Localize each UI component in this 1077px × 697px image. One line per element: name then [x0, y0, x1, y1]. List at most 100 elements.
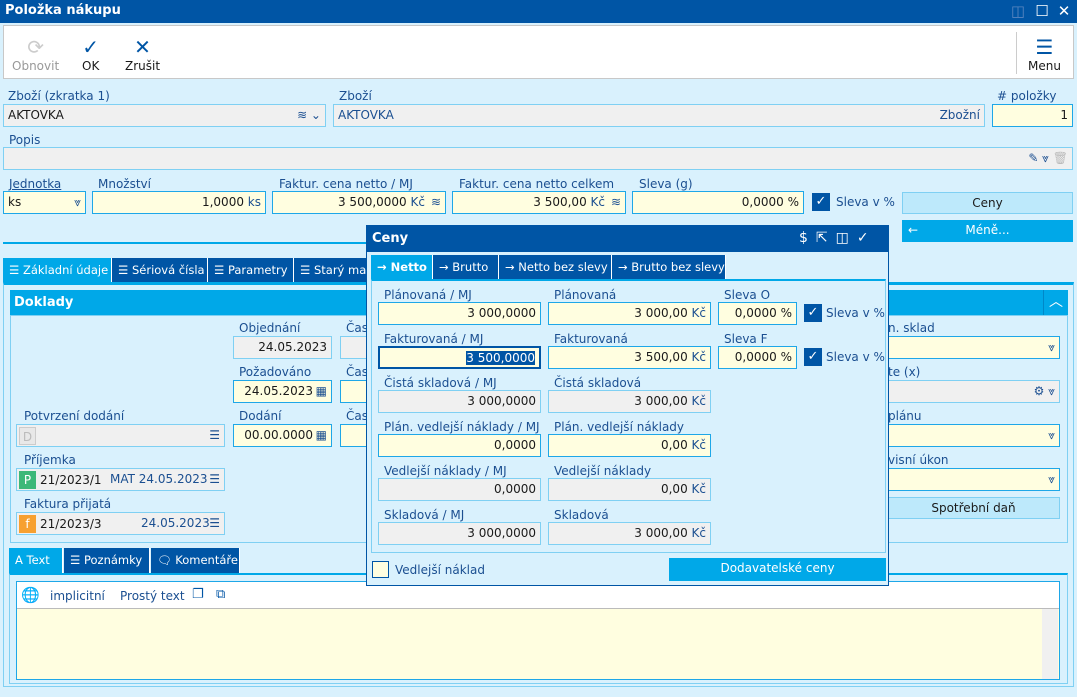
field-label: plánu — [888, 409, 922, 423]
price-total-input[interactable]: 0,00 Kč — [548, 434, 711, 457]
field-label: te (x) — [888, 365, 921, 379]
discount-pct-checkbox[interactable]: ✓ — [812, 193, 830, 211]
ok-button[interactable]: ✓ OK — [82, 35, 100, 73]
tab-notes[interactable]: ☰ Poznámky — [64, 548, 150, 573]
goods-label: Zboží — [339, 89, 372, 103]
list-icon[interactable]: ☰ — [209, 472, 220, 486]
price-per-unit-input[interactable]: 3 000,0000 — [378, 390, 541, 413]
discount-input[interactable]: 0,0000 % — [632, 191, 804, 214]
dock-icon[interactable]: ◫ — [835, 230, 857, 246]
currency-icon[interactable]: ≋ — [430, 195, 441, 209]
price-label: Fakturovaná / MJ — [384, 332, 484, 346]
field-input[interactable]: ⚙ ⩔ — [887, 380, 1060, 403]
edit-icon[interactable]: ✎ ⩔ 🗑 — [1028, 151, 1068, 165]
price-unit-input[interactable]: 3 500,0000 Kč ≋ — [272, 191, 446, 214]
tab-text[interactable]: A Text — [9, 548, 63, 573]
side-cost-checkbox[interactable] — [372, 561, 389, 578]
goods-short-input[interactable]: AKTOVKA ≋ ⌄ — [3, 104, 326, 127]
discount-pct-checkbox[interactable]: ✓ — [804, 304, 822, 322]
menu-button[interactable]: ☰ Menu — [1028, 35, 1061, 73]
currency-refresh-icon[interactable]: $ — [799, 230, 816, 246]
cancel-button[interactable]: ✕ Zrušit — [125, 35, 161, 73]
calendar-icon[interactable]: ▦ — [315, 384, 327, 398]
window-title: Položka nákupu — [0, 0, 1077, 23]
price-total-input[interactable]: 3 000,00 Kč — [548, 302, 711, 325]
calendar-icon[interactable]: ▦ — [315, 428, 327, 442]
tab-brutto[interactable]: → Brutto — [433, 255, 499, 279]
price-per-unit-input[interactable]: 3 500,0000 — [378, 346, 541, 369]
currency-icon[interactable]: ≋ — [610, 195, 621, 209]
price-total-input[interactable]: 0,00 Kč — [548, 478, 711, 501]
maximize-icon[interactable]: ☐ — [1035, 2, 1049, 20]
plan-input[interactable]: ⩔ — [887, 424, 1060, 447]
price-label: Plán. vedlejší náklady / MJ — [384, 420, 540, 434]
list-icon[interactable]: ☰ — [209, 516, 220, 530]
popout-icon[interactable]: ⇱ — [815, 230, 836, 246]
close-icon[interactable]: ✕ — [1057, 2, 1071, 20]
format-dropdown[interactable]: Prostý text — [120, 589, 185, 603]
required-input[interactable]: 24.05.2023 ▦ — [233, 380, 332, 403]
dropdown-icon[interactable]: ⩔ — [1048, 428, 1055, 442]
price-total-input[interactable]: 3 500,00 Kč — [548, 346, 711, 369]
tab-parameters[interactable]: ☰ Parametry — [208, 258, 294, 282]
receipt-label: Příjemka — [24, 453, 76, 467]
restore-icon[interactable]: ◫ — [1010, 2, 1026, 20]
discount-pct-checkbox[interactable]: ✓ — [804, 348, 822, 366]
tab-netto-no-discount[interactable]: → Netto bez slevy — [499, 255, 612, 279]
font-icon: A — [15, 553, 23, 567]
tab-brutto-no-discount[interactable]: → Brutto bez slevy — [612, 255, 726, 279]
ordered-input[interactable]: 24.05.2023 — [233, 336, 332, 359]
dropdown-icon[interactable]: ⩔ — [74, 195, 81, 209]
copy-icon[interactable]: ❐ — [192, 587, 204, 602]
tab-serial[interactable]: ☰ Sériová čísla — [112, 258, 208, 282]
list-icon[interactable]: ☰ — [209, 428, 220, 442]
language-dropdown[interactable]: implicitní — [50, 589, 105, 603]
tab-basic[interactable]: ☰ Základní údaje — [3, 258, 112, 282]
dropdown-icon[interactable]: ⩔ — [1048, 340, 1055, 354]
discount-pct-label: Sleva v % — [826, 306, 885, 320]
price-total-input[interactable]: 3 000,00 Kč — [548, 390, 711, 413]
price-label: Skladová / MJ — [384, 508, 465, 522]
delivery-confirm-input[interactable]: D ☰ — [16, 424, 225, 447]
receipt-input[interactable]: P 21/2023/1 MAT 24.05.2023 ☰ — [16, 468, 225, 491]
gear-icon[interactable]: ⚙ ⩔ — [1033, 384, 1055, 398]
excise-button[interactable]: Spotřební daň — [887, 497, 1060, 519]
desc-input[interactable]: ✎ ⩔ 🗑 — [3, 147, 1073, 170]
price-total-input[interactable]: 3 500,00 Kč ≋ — [452, 191, 626, 214]
refresh-button[interactable]: ⟳ Obnovit — [12, 35, 60, 73]
tab-netto[interactable]: → Netto — [371, 255, 433, 279]
related-action-input[interactable]: ⩔ — [887, 468, 1060, 491]
price-per-unit-input[interactable]: 3 000,0000 — [378, 302, 541, 325]
delivery-label: Dodání — [239, 409, 282, 423]
item-no-input[interactable]: 1 — [992, 104, 1073, 127]
check-icon[interactable]: ✓ — [856, 230, 877, 246]
unit-input[interactable]: ks ⩔ — [3, 191, 86, 214]
goods-input[interactable]: AKTOVKA Zbožní — [333, 104, 985, 127]
qty-input[interactable]: 1,0000 ks — [92, 191, 266, 214]
divider — [1016, 32, 1017, 74]
prices-button[interactable]: Ceny — [902, 192, 1073, 214]
discount-input[interactable]: 0,0000 % — [718, 302, 797, 325]
less-button[interactable]: ← Méně... — [902, 220, 1073, 242]
discount-input[interactable]: 0,0000 % — [718, 346, 797, 369]
time-label: Čas — [346, 409, 368, 423]
price-label: Skladová — [554, 508, 609, 522]
delivery-input[interactable]: 00.00.0000 ▦ — [233, 424, 332, 447]
invoice-input[interactable]: f 21/2023/3 24.05.2023 ☰ — [16, 512, 225, 535]
price-total-input[interactable]: 3 000,00 Kč — [548, 522, 711, 545]
price-per-unit-input[interactable]: 3 000,0000 — [378, 522, 541, 545]
scrollbar[interactable] — [1042, 609, 1058, 679]
price-unit-label: Faktur. cena netto / MJ — [279, 177, 413, 191]
tab-old-property[interactable]: ☰ Starý maj — [294, 258, 367, 282]
dropdown-icon[interactable]: ≋ ⌄ — [297, 108, 321, 122]
supplier-prices-button[interactable]: Dodavatelské ceny — [669, 558, 886, 581]
price-per-unit-input[interactable]: 0,0000 — [378, 478, 541, 501]
dropdown-icon[interactable]: ⩔ — [1048, 472, 1055, 486]
paste-icon[interactable]: ⧉ — [216, 587, 226, 602]
required-label: Požadováno — [239, 365, 312, 379]
tab-comments[interactable]: 🗨 Komentáře — [151, 548, 240, 573]
goods-type: Zbožní — [939, 108, 980, 122]
collapse-chevron-icon[interactable]: ︿ — [1043, 290, 1068, 315]
price-per-unit-input[interactable]: 0,0000 — [378, 434, 541, 457]
warehouse-input[interactable]: ⩔ — [887, 336, 1060, 359]
